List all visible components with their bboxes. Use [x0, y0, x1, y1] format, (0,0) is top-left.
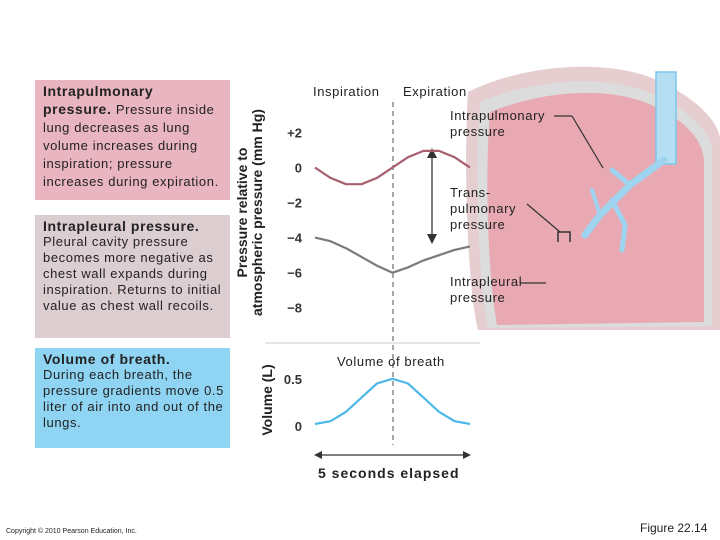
bronchus: [590, 188, 602, 217]
y-tick-label: −6: [287, 266, 302, 281]
series-line: [314, 377, 471, 426]
y-axis-label: Pressure relative to: [234, 148, 250, 278]
connector: [571, 115, 604, 169]
y-tick-label: −4: [287, 231, 303, 246]
y-tick-label: 0.5: [284, 372, 302, 387]
y-tick-label: −8: [287, 301, 302, 316]
y-axis-label: Volume (L): [259, 364, 275, 435]
panel-body: Pleural cavity pressure becomes more neg…: [43, 234, 222, 313]
phase-label: Inspiration: [313, 84, 380, 99]
trachea: [655, 71, 677, 165]
callout: Intrapleural pressure: [450, 274, 523, 305]
series-line: [314, 236, 471, 274]
figure-number: Figure 22.14: [640, 521, 708, 535]
phase-label: Expiration: [403, 84, 467, 99]
connector: [526, 203, 561, 233]
callout: Intrapulmonary pressure: [450, 108, 546, 139]
arrowhead: [314, 451, 322, 459]
arrowhead: [463, 451, 471, 459]
y-tick-label: −2: [287, 196, 302, 211]
y-axis-label: atmospheric pressure (mm Hg): [249, 109, 265, 316]
y-tick-label: 0: [295, 419, 302, 434]
panel-volume: Volume of breath. During each breath, th…: [35, 348, 230, 448]
y-tick-label: 0: [295, 161, 302, 176]
panel-intrapleural: Intrapleural pressure. Pleural cavity pr…: [35, 215, 230, 338]
panel-body: During each breath, the pressure gradien…: [43, 367, 224, 430]
panel-heading: Intrapulmonary pressure.: [43, 83, 154, 117]
panel-heading: Volume of breath.: [43, 351, 171, 367]
bronchus: [609, 197, 628, 253]
bracket: [557, 231, 571, 242]
arrowhead: [427, 148, 437, 158]
bronchus: [581, 156, 668, 239]
chart-title: Volume of breath: [337, 354, 445, 369]
callout: Trans-pulmonary pressure: [450, 185, 517, 232]
arrowhead: [427, 234, 437, 244]
panel-intrapulmonary: Intrapulmonary pressure. Pressure inside…: [35, 80, 230, 200]
time-label: 5 seconds elapsed: [318, 465, 460, 481]
panel-body: Pressure inside lung decreases as lung v…: [43, 102, 219, 189]
panel-heading: Intrapleural pressure.: [43, 218, 200, 234]
series-line: [314, 149, 471, 186]
bronchus: [609, 167, 633, 188]
lung: [487, 92, 704, 325]
copyright: Copyright © 2010 Pearson Education, Inc.: [6, 528, 137, 535]
y-tick-label: +2: [287, 126, 302, 141]
